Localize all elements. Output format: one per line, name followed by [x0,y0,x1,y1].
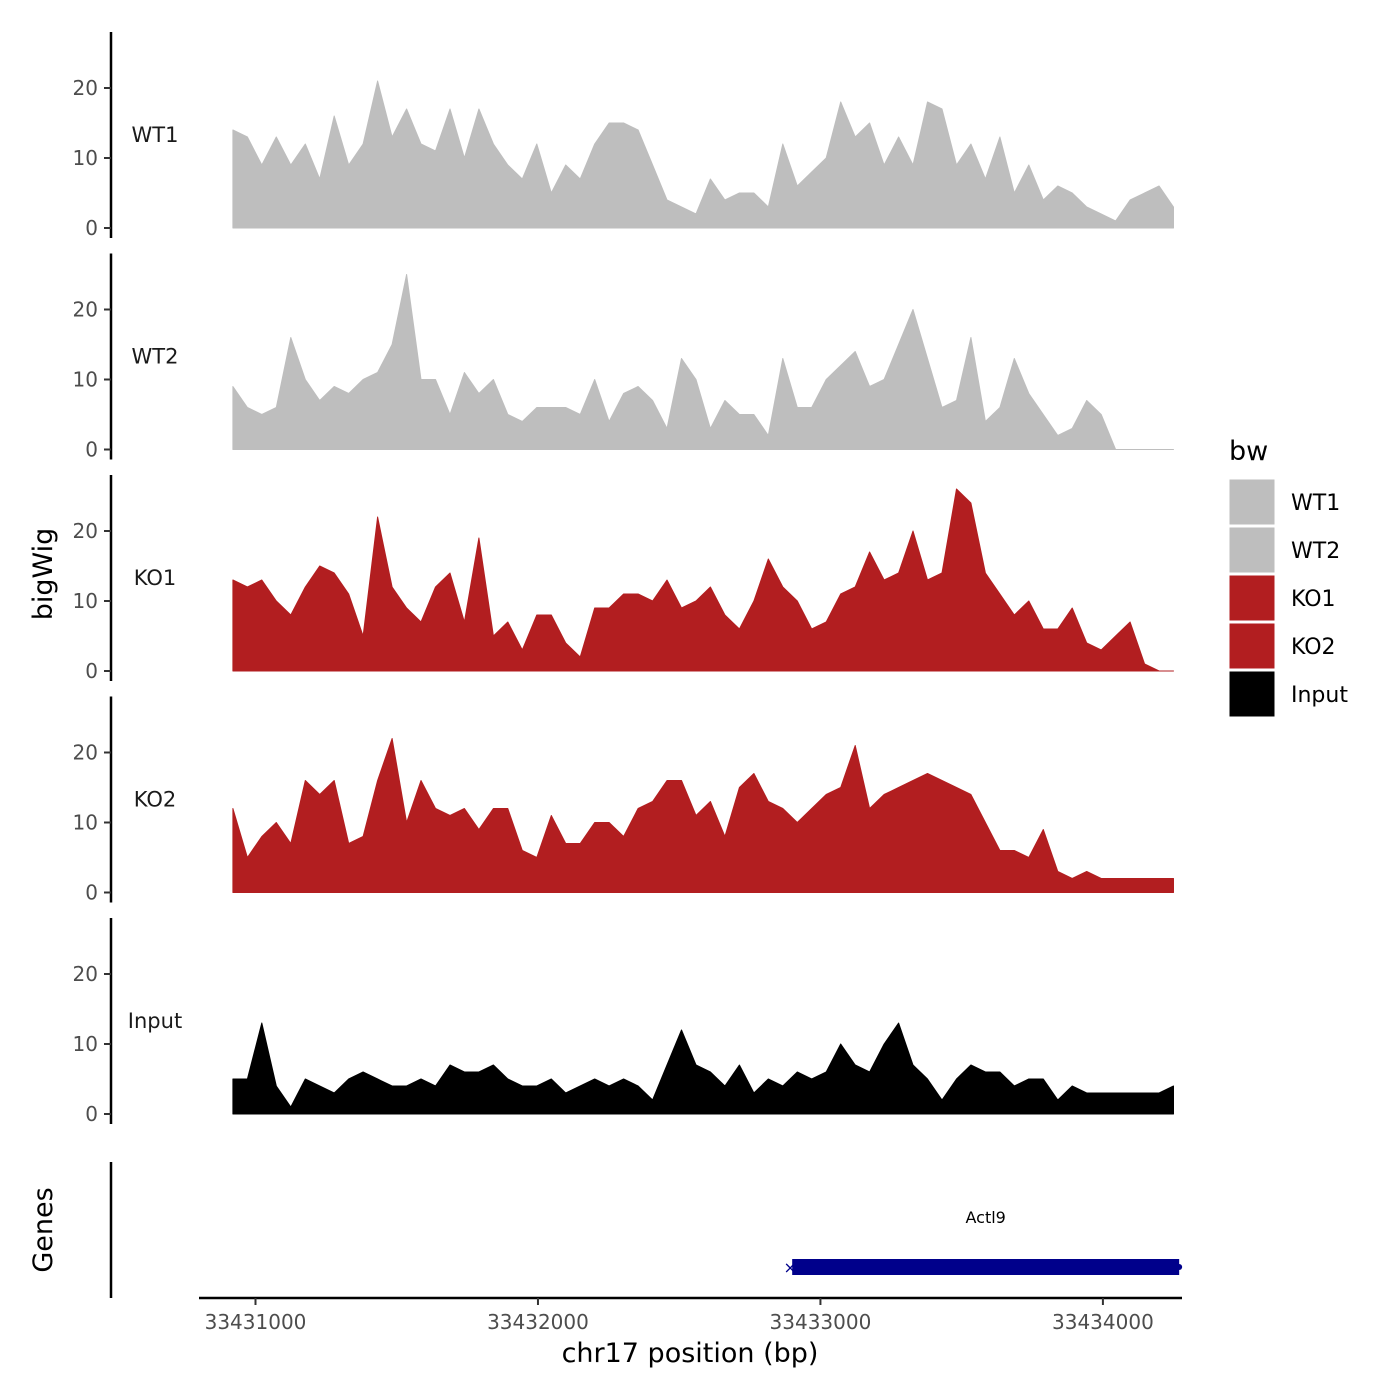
gene-track-title: Genes [28,1187,59,1272]
signal-area-wt1 [232,80,1174,229]
signal-area-ko2 [232,738,1174,893]
x-axis-title: chr17 position (bp) [562,1338,819,1369]
x-tick-label: 33431000 [205,1310,307,1334]
track-label: WT2 [132,345,179,369]
y-tick-label: 0 [85,438,98,462]
legend-title: bw [1229,436,1268,467]
signal-area-ko1 [232,488,1174,672]
y-tick-label: 20 [73,741,98,765]
y-tick-label: 10 [73,368,98,392]
legend-swatch-ko2 [1228,622,1276,670]
x-axis: 33431000 33432000 33433000 33434000 [199,1296,1182,1334]
signal-area-wt2 [232,274,1174,450]
track-panel-ko1: 0 10 20 KO1 [73,475,1174,683]
y-tick-label: 20 [73,76,98,100]
track-panel-ko2: 0 10 20 KO2 [73,696,1174,905]
strand-marker: × [783,1258,796,1277]
legend-swatch-input [1228,670,1276,718]
y-tick-label: 10 [73,589,98,613]
y-tick-label: 10 [73,146,98,170]
track-panel-wt2: 0 10 20 WT2 [73,253,1174,462]
track-panel-wt1: 0 10 20 WT1 [73,32,1174,240]
legend-swatch-wt1 [1228,478,1276,526]
y-tick-label: 20 [73,519,98,543]
signal-area-input [232,1022,1174,1115]
track-label: KO1 [134,566,177,590]
legend-label-wt1: WT1 [1291,491,1340,516]
gene-label: Actl9 [966,1208,1006,1227]
legend-swatch-ko1 [1228,574,1276,622]
legend-label-ko1: KO1 [1291,587,1336,612]
legend-swatch-wt2 [1228,526,1276,574]
legend-label-input: Input [1291,683,1348,708]
x-tick-label: 33433000 [770,1310,872,1334]
legend-label-wt2: WT2 [1291,539,1340,564]
track-label: KO2 [134,788,177,812]
y-tick-label: 0 [85,659,98,683]
legend: bw WT1 WT2 KO1 KO2 Input [1228,436,1348,718]
track-panels: 0 10 20 WT1 0 10 20 WT2 0 10 20 KO1 0 10 20 KO2 0 10 20 Inp… [73,32,1174,1126]
strand-end-marker [1176,1264,1183,1270]
y-tick-label: 10 [73,1032,98,1056]
track-panel-input: 0 10 20 Input [73,918,1174,1126]
track-label: WT1 [132,123,179,147]
y-tick-label: 20 [73,298,98,322]
y-tick-label: 20 [73,962,98,986]
legend-label-ko2: KO2 [1291,635,1336,660]
y-tick-label: 10 [73,811,98,835]
x-tick-label: 33432000 [487,1310,589,1334]
gene-track: Genes × Actl9 [28,1162,1183,1298]
gene-body [792,1259,1180,1275]
track-label: Input [128,1009,182,1033]
y-tick-label: 0 [85,881,98,905]
y-axis-title: bigWig [28,528,59,621]
x-tick-label: 33434000 [1052,1310,1154,1334]
y-tick-label: 0 [85,216,98,240]
y-tick-label: 0 [85,1102,98,1126]
